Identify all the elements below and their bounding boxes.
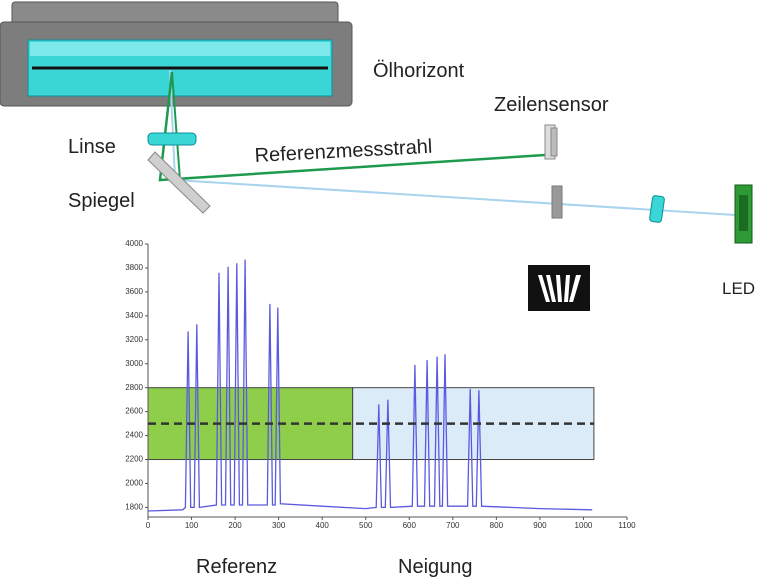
y-tick-label: 2000 — [125, 479, 143, 488]
icon-bar — [546, 275, 556, 302]
green-beam — [158, 71, 546, 182]
led-core — [739, 195, 748, 231]
x-tick-label: 100 — [185, 521, 199, 530]
y-tick-label: 3400 — [125, 311, 143, 320]
x-tick-label: 600 — [403, 521, 417, 530]
label: LED — [722, 279, 755, 298]
mirror — [147, 151, 211, 214]
label: Zeilensensor — [494, 94, 609, 116]
x-tick-label: 400 — [316, 521, 330, 530]
x-tick-label: 200 — [228, 521, 242, 530]
y-tick-label: 4000 — [125, 239, 143, 248]
icon-bar — [564, 275, 570, 302]
label: Linse — [68, 136, 116, 158]
icon — [528, 265, 590, 311]
y-tick-label: 3000 — [125, 359, 143, 368]
green-beam-up — [171, 71, 181, 181]
icon-bar — [556, 275, 562, 302]
vessel-rim — [11, 1, 339, 25]
y-tick-label: 3800 — [125, 263, 143, 272]
vessel — [0, 1, 353, 107]
y-tick-label: 2600 — [125, 407, 143, 416]
led-lens — [649, 195, 665, 223]
x-tick-label: 800 — [490, 521, 504, 530]
signal-line — [147, 259, 593, 512]
label: Referenz — [196, 556, 277, 578]
x-tick-label: 1000 — [575, 521, 593, 530]
sensor-lower — [551, 185, 563, 219]
y-tick-label: 3600 — [125, 287, 143, 296]
x-tick-label: 1100 — [618, 521, 636, 530]
y-tick-label: 1800 — [125, 503, 143, 512]
x-tick-label: 700 — [446, 521, 460, 530]
vessel-highlight — [30, 42, 330, 56]
label: Ölhorizont — [373, 60, 465, 82]
icon-bar — [538, 275, 550, 302]
x-tick-label: 300 — [272, 521, 286, 530]
y-tick-label: 2200 — [125, 455, 143, 464]
x-tick-label: 900 — [533, 521, 547, 530]
y-tick-label: 3200 — [125, 335, 143, 344]
sensor-part — [550, 127, 558, 157]
chart: 1800200022002400260028003000320034003600… — [125, 239, 636, 530]
label: Neigung — [398, 556, 473, 578]
x-tick-label: 500 — [359, 521, 373, 530]
label: Referenzmessstrahl — [254, 136, 433, 167]
y-tick-label: 2800 — [125, 383, 143, 392]
x-tick-label: 0 — [146, 521, 151, 530]
icon-bar — [569, 275, 581, 302]
lens — [147, 132, 197, 146]
y-tick-label: 2400 — [125, 431, 143, 440]
label: Spiegel — [68, 190, 135, 212]
